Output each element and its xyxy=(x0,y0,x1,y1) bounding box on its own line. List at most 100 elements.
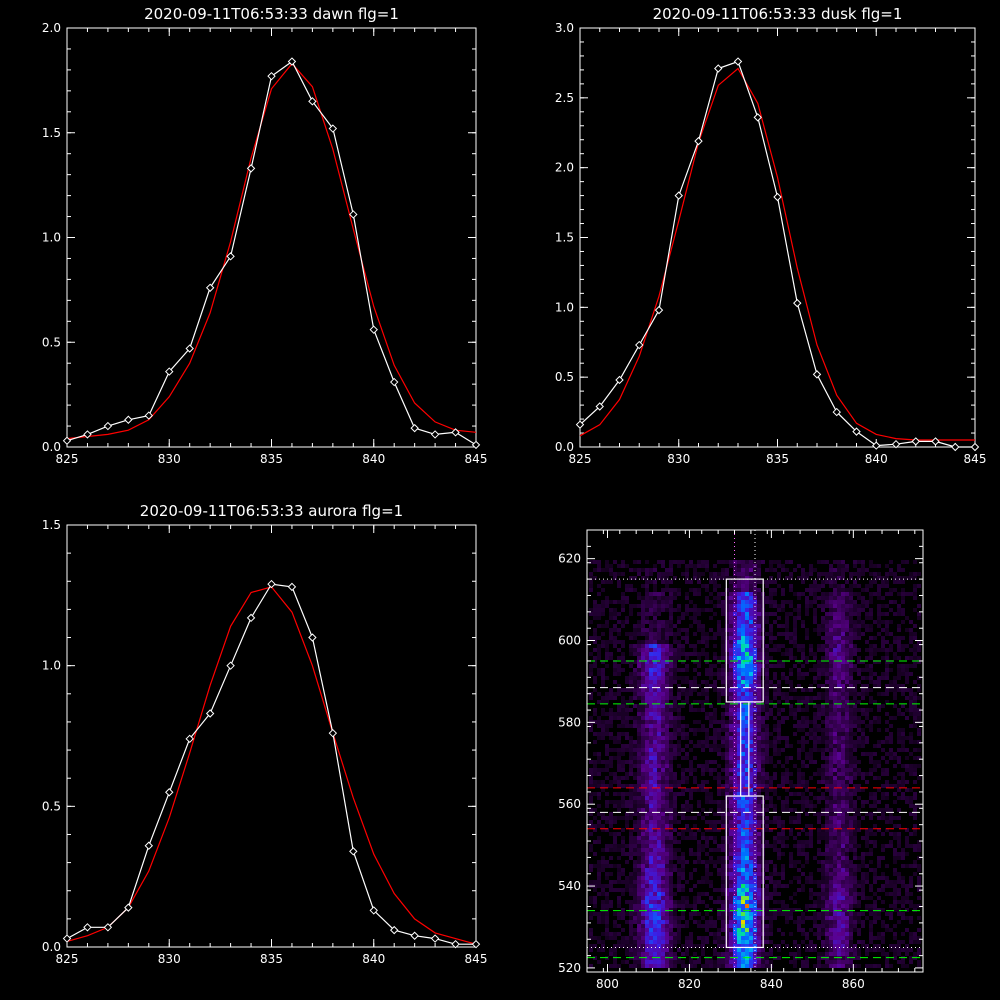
heatmap-cell xyxy=(829,808,833,812)
heatmap-cell xyxy=(837,880,841,884)
heatmap-cell xyxy=(769,600,773,604)
heatmap-cell xyxy=(749,788,753,792)
heatmap-cell xyxy=(625,784,629,788)
heatmap-cell xyxy=(657,796,661,800)
heatmap-cell xyxy=(613,848,617,852)
heatmap-cell xyxy=(825,784,829,788)
data-point-marker xyxy=(471,939,481,949)
heatmap-cell xyxy=(789,864,793,868)
heatmap-cell xyxy=(761,744,765,748)
heatmap-cell xyxy=(605,932,609,936)
heatmap-cell xyxy=(665,628,669,632)
heatmap-cell xyxy=(673,916,677,920)
heatmap-cell xyxy=(813,592,817,596)
heatmap-cell xyxy=(757,888,761,892)
heatmap-cell xyxy=(813,804,817,808)
heatmap-cell xyxy=(809,700,813,704)
heatmap-cell xyxy=(741,824,745,828)
heatmap-cell xyxy=(637,752,641,756)
heatmap-cell xyxy=(805,788,809,792)
heatmap-cell xyxy=(621,804,625,808)
heatmap-cell xyxy=(609,580,613,584)
heatmap-cell xyxy=(729,816,733,820)
heatmap-cell xyxy=(641,696,645,700)
heatmap-cell xyxy=(705,800,709,804)
heatmap-cell xyxy=(669,744,673,748)
heatmap-cell xyxy=(649,836,653,840)
heatmap-cell xyxy=(765,684,769,688)
heatmap-cell xyxy=(597,876,601,880)
heatmap-cell xyxy=(821,824,825,828)
heatmap-cell xyxy=(645,832,649,836)
heatmap-cell xyxy=(837,680,841,684)
heatmap-cell xyxy=(605,640,609,644)
heatmap-cell xyxy=(757,576,761,580)
heatmap-cell xyxy=(637,800,641,804)
heatmap-cell xyxy=(637,572,641,576)
heatmap-cell xyxy=(789,856,793,860)
heatmap-cell xyxy=(725,948,729,952)
heatmap-cell xyxy=(757,764,761,768)
heatmap-cell xyxy=(769,612,773,616)
heatmap-cell xyxy=(729,952,733,956)
heatmap-cell xyxy=(653,636,657,640)
heatmap-cell xyxy=(725,792,729,796)
heatmap-cell xyxy=(833,940,837,944)
heatmap-cell xyxy=(737,592,741,596)
heatmap-cell xyxy=(629,792,633,796)
heatmap-cell xyxy=(833,864,837,868)
heatmap-cell xyxy=(637,664,641,668)
heatmap-cell xyxy=(793,724,797,728)
heatmap-cell xyxy=(633,804,637,808)
heatmap-cell xyxy=(633,808,637,812)
fit-curve xyxy=(66,62,477,440)
heatmap-cell xyxy=(637,948,641,952)
heatmap-cell xyxy=(661,664,665,668)
heatmap-cell xyxy=(817,956,821,960)
heatmap-cell xyxy=(813,772,817,776)
heatmap-cell xyxy=(613,952,617,956)
heatmap-cell xyxy=(837,744,841,748)
heatmap-cell xyxy=(713,776,717,780)
heatmap-cell xyxy=(809,752,813,756)
heatmap-cell xyxy=(621,560,625,564)
heatmap-cell xyxy=(749,924,753,928)
heatmap-cell xyxy=(673,720,677,724)
heatmap-cell xyxy=(629,724,633,728)
heatmap-cell xyxy=(761,716,765,720)
heatmap-cell xyxy=(593,828,597,832)
heatmap-cell xyxy=(737,788,741,792)
heatmap-cell xyxy=(693,768,697,772)
heatmap-cell xyxy=(613,644,617,648)
heatmap-cell xyxy=(657,740,661,744)
heatmap-cell xyxy=(657,560,661,564)
heatmap-cell xyxy=(661,740,665,744)
heatmap-cell xyxy=(633,688,637,692)
heatmap-cell xyxy=(637,964,641,968)
heatmap-cell xyxy=(601,608,605,612)
heatmap-cell xyxy=(745,784,749,788)
heatmap-cell xyxy=(637,716,641,720)
heatmap-cell xyxy=(793,664,797,668)
heatmap-cell xyxy=(613,804,617,808)
heatmap-cell xyxy=(637,624,641,628)
heatmap-cell xyxy=(749,724,753,728)
heatmap-cell xyxy=(749,628,753,632)
heatmap-cell xyxy=(589,964,593,968)
heatmap-cell xyxy=(765,932,769,936)
heatmap-cell xyxy=(833,936,837,940)
heatmap-cell xyxy=(693,708,697,712)
heatmap-cell xyxy=(693,644,697,648)
heatmap-cell xyxy=(597,860,601,864)
heatmap-cell xyxy=(725,952,729,956)
heatmap-cell xyxy=(645,784,649,788)
heatmap-cell xyxy=(801,784,805,788)
heatmap-cell xyxy=(761,780,765,784)
heatmap-cell xyxy=(665,676,669,680)
heatmap-cell xyxy=(821,560,825,564)
heatmap-cell xyxy=(709,600,713,604)
heatmap-cell xyxy=(697,720,701,724)
heatmap-cell xyxy=(701,836,705,840)
heatmap-cell xyxy=(817,560,821,564)
heatmap-cell xyxy=(805,880,809,884)
